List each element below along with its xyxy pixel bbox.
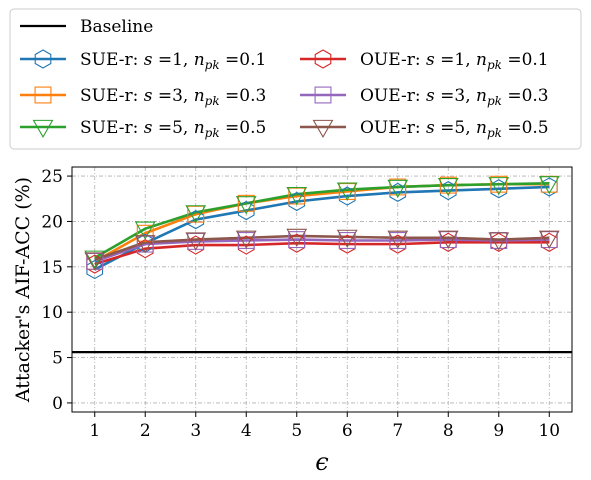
series-6-point [488, 232, 510, 251]
series-6-point [437, 230, 459, 249]
y-tick-label: 20 [41, 212, 63, 232]
y-tick-label: 10 [41, 303, 63, 323]
series-6-point [84, 252, 106, 271]
y-tick-label: 15 [41, 258, 63, 278]
series-line-3 [94, 182, 550, 259]
series-5-point [288, 231, 306, 249]
series-5-point [338, 232, 356, 249]
series-2-point [237, 194, 255, 212]
x-tick-label: 6 [342, 421, 353, 441]
y-tick-label: 5 [52, 349, 63, 369]
series-3-point [437, 177, 459, 197]
series-6-point [286, 228, 308, 247]
legend-baseline-label: Baseline [80, 17, 153, 37]
x-tick-label: 4 [241, 421, 252, 441]
series-3-point [286, 187, 308, 206]
series-6-point [387, 230, 409, 249]
series-6-point [235, 230, 257, 249]
series-2-point [439, 176, 457, 194]
legend-swatch-marker [34, 86, 52, 104]
series-3-point [387, 179, 409, 198]
series-3-point [538, 176, 560, 195]
series-6-point [538, 230, 560, 249]
x-tick-label: 2 [140, 421, 151, 441]
y-axis-label: Attacker's AIF-ACC (%) [12, 177, 34, 403]
legend-swatch-marker [32, 119, 54, 139]
legend-swatch-marker [312, 119, 334, 139]
legend-label: OUE-r: s =1, npk =0.1 [360, 50, 549, 72]
legend-label: SUE-r: s =3, npk =0.3 [80, 86, 266, 108]
x-tick-label: 3 [190, 421, 201, 441]
legend-label: OUE-r: s =5, npk =0.5 [360, 118, 549, 140]
series-3-point [336, 182, 358, 201]
x-axis-label: ϵ [315, 448, 328, 476]
series-3-point [235, 196, 257, 215]
y-tick-label: 0 [52, 394, 63, 414]
legend-swatch-marker [34, 49, 52, 69]
series-3-point [488, 177, 510, 196]
legend-label: OUE-r: s =3, npk =0.3 [360, 86, 549, 108]
series-2-point [490, 175, 508, 193]
x-tick-label: 7 [392, 421, 403, 441]
legend-swatch-marker [314, 49, 332, 69]
series-3-point [185, 205, 207, 224]
series-line-6 [94, 234, 550, 261]
series-6-point [134, 235, 156, 254]
legend-label: SUE-r: s =1, npk =0.1 [80, 50, 266, 72]
series-2-point [389, 178, 407, 196]
x-tick-label: 9 [493, 421, 504, 441]
y-tick-label: 25 [41, 167, 63, 187]
x-tick-label: 5 [291, 421, 302, 441]
series-3-point [134, 221, 156, 240]
legend-swatch-marker [314, 86, 332, 104]
legend-label: SUE-r: s =5, npk =0.5 [80, 118, 266, 140]
series-6-point [336, 229, 358, 248]
series-line-1 [94, 185, 550, 271]
series-3-point [84, 250, 106, 269]
x-tick-label: 1 [89, 421, 100, 441]
plot-frame [71, 166, 573, 413]
series-line-5 [94, 238, 550, 263]
legend-box [9, 8, 582, 150]
series-line-4 [94, 241, 550, 266]
x-tick-label: 8 [443, 421, 454, 441]
series-2-point [136, 224, 154, 242]
x-tick-label: 10 [538, 421, 560, 441]
series-6-point [185, 232, 207, 251]
